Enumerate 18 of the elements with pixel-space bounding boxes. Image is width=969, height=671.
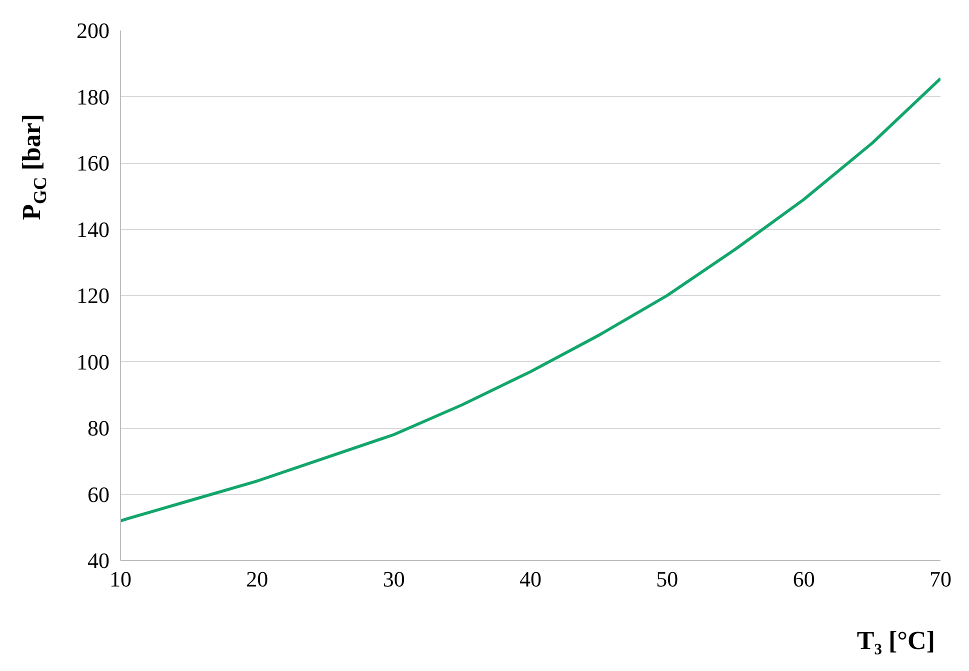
y-tick-label: 60 bbox=[88, 482, 110, 507]
y-tick-label: 100 bbox=[76, 349, 110, 374]
y-tick-label: 40 bbox=[88, 548, 110, 573]
x-tick-label: 70 bbox=[930, 566, 952, 592]
x-tick-label: 20 bbox=[246, 566, 268, 592]
x-tick-label: 40 bbox=[520, 566, 542, 592]
line-series bbox=[120, 77, 940, 522]
y-tick-label: 80 bbox=[88, 416, 110, 440]
x-tick-label: 10 bbox=[110, 566, 132, 592]
x-tick-label: 60 bbox=[792, 566, 815, 592]
y-tick-label: 160 bbox=[76, 150, 110, 176]
x-tick-label: 50 bbox=[656, 566, 678, 592]
y-tick-label: 180 bbox=[76, 84, 110, 110]
y-tick-label: 140 bbox=[76, 216, 110, 242]
x-tick-label: 30 bbox=[382, 566, 405, 592]
x-axis-title: T₃ [°C] bbox=[856, 625, 935, 657]
y-tick-label: 200 bbox=[76, 18, 110, 43]
y-tick-label: 120 bbox=[76, 283, 110, 308]
